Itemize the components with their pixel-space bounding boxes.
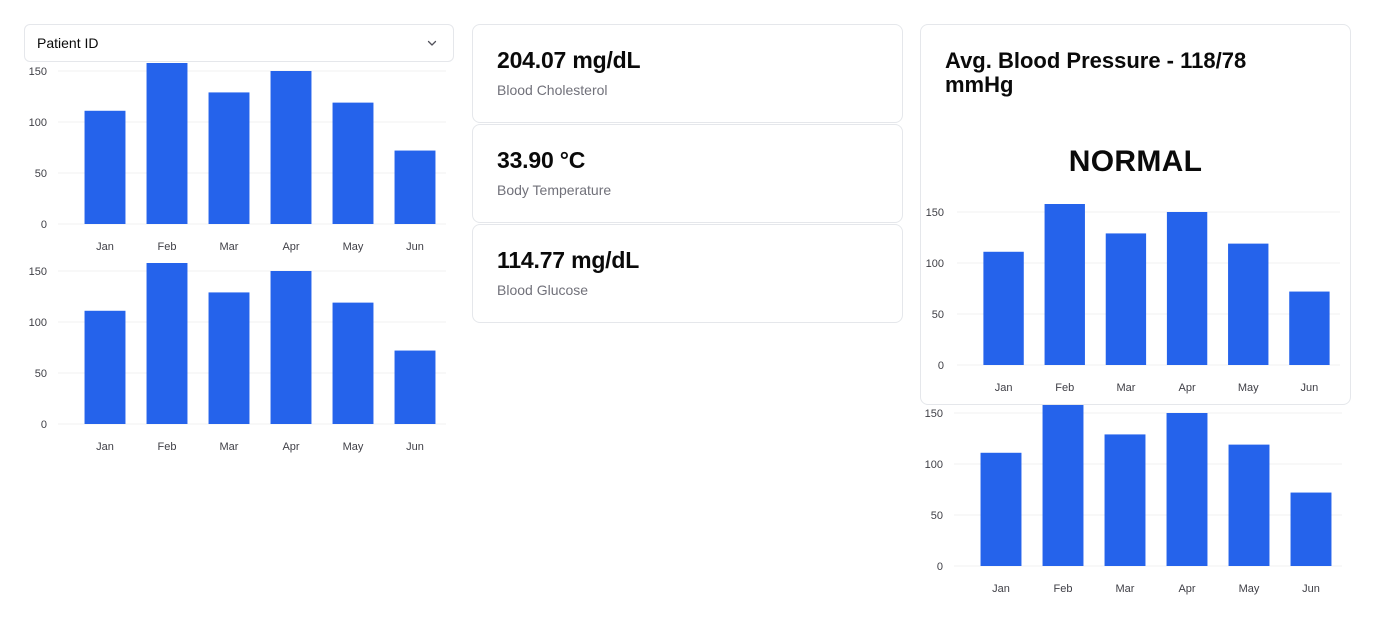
y-tick-label: 100 xyxy=(29,117,47,129)
x-tick-label: Mar xyxy=(220,241,239,253)
x-tick-label: Apr xyxy=(1179,382,1196,394)
x-tick-label: Jan xyxy=(992,583,1010,595)
bar-apr xyxy=(1166,212,1208,365)
x-tick-label: Mar xyxy=(220,441,239,453)
bar-jun xyxy=(1290,492,1332,566)
x-tick-label: Jun xyxy=(406,441,424,453)
x-tick-label: Jun xyxy=(1301,382,1319,394)
bar-jun xyxy=(394,350,436,424)
y-tick-label: 50 xyxy=(35,368,47,380)
metric-card-temperature: 33.90 °C Body Temperature xyxy=(472,124,903,223)
y-tick-label: 50 xyxy=(931,510,943,522)
x-tick-label: Feb xyxy=(1055,382,1074,394)
bar-may xyxy=(332,102,374,224)
y-tick-label: 0 xyxy=(938,360,944,372)
x-tick-label: Mar xyxy=(1116,382,1135,394)
bar-may xyxy=(332,302,374,424)
x-tick-label: May xyxy=(343,241,364,253)
metric-label: Blood Cholesterol xyxy=(497,82,608,98)
bar-may xyxy=(1228,444,1270,566)
y-tick-label: 0 xyxy=(41,219,47,231)
x-tick-label: Apr xyxy=(282,441,299,453)
x-tick-label: Jun xyxy=(406,241,424,253)
y-tick-label: 0 xyxy=(41,419,47,431)
bar-jan xyxy=(84,110,126,224)
bar-apr xyxy=(270,71,312,224)
bar-jan xyxy=(980,452,1022,566)
y-tick-label: 150 xyxy=(29,66,47,78)
metric-card-cholesterol: 204.07 mg/dL Blood Cholesterol xyxy=(472,24,903,123)
bar-jun xyxy=(394,150,436,224)
y-tick-label: 0 xyxy=(937,561,943,573)
bar-mar xyxy=(1104,434,1146,566)
x-tick-label: Feb xyxy=(158,241,177,253)
bar-may xyxy=(1228,243,1269,365)
patient-id-select[interactable]: Patient ID xyxy=(24,24,454,62)
blood-pressure-title: Avg. Blood Pressure - 118/78 mmHg xyxy=(945,48,1247,97)
x-tick-label: May xyxy=(1238,382,1259,394)
x-tick-label: Jan xyxy=(96,441,114,453)
x-tick-label: Mar xyxy=(1116,583,1135,595)
x-tick-label: Feb xyxy=(158,441,177,453)
bar-mar xyxy=(208,292,250,424)
bar-jan xyxy=(84,310,126,424)
patient-id-select-label: Patient ID xyxy=(37,35,99,51)
metric-label: Blood Glucose xyxy=(497,282,589,298)
bar-mar xyxy=(208,92,250,224)
metric-value: 114.77 mg/dL xyxy=(497,247,640,273)
x-tick-label: May xyxy=(343,441,364,453)
x-tick-label: Jun xyxy=(1302,583,1320,595)
y-tick-label: 100 xyxy=(926,258,944,270)
x-tick-label: Apr xyxy=(282,241,299,253)
y-tick-label: 50 xyxy=(932,309,944,321)
bar-jan xyxy=(983,251,1024,365)
x-tick-label: Feb xyxy=(1054,583,1073,595)
chevron-down-icon xyxy=(425,36,439,50)
metric-value: 33.90 °C xyxy=(497,147,586,173)
y-tick-label: 150 xyxy=(926,207,944,219)
bar-apr xyxy=(1166,413,1208,566)
y-tick-label: 100 xyxy=(29,317,47,329)
bar-mar xyxy=(1105,233,1147,365)
bar-feb xyxy=(146,63,188,224)
y-tick-label: 150 xyxy=(29,266,47,278)
x-tick-label: Apr xyxy=(1178,583,1195,595)
x-tick-label: Jan xyxy=(96,241,114,253)
bar-feb xyxy=(1044,204,1085,365)
y-tick-label: 100 xyxy=(925,459,943,471)
bar-feb xyxy=(146,263,188,424)
y-tick-label: 50 xyxy=(35,168,47,180)
metric-label: Body Temperature xyxy=(497,182,612,198)
x-tick-label: May xyxy=(1239,583,1260,595)
y-tick-label: 150 xyxy=(925,408,943,420)
bar-feb xyxy=(1042,405,1084,566)
x-tick-label: Jan xyxy=(995,382,1013,394)
metric-value: 204.07 mg/dL xyxy=(497,47,641,73)
blood-pressure-status: NORMAL xyxy=(1068,145,1203,178)
metric-card-glucose: 114.77 mg/dL Blood Glucose xyxy=(472,224,903,323)
bar-jun xyxy=(1289,291,1330,365)
bar-apr xyxy=(270,271,312,424)
